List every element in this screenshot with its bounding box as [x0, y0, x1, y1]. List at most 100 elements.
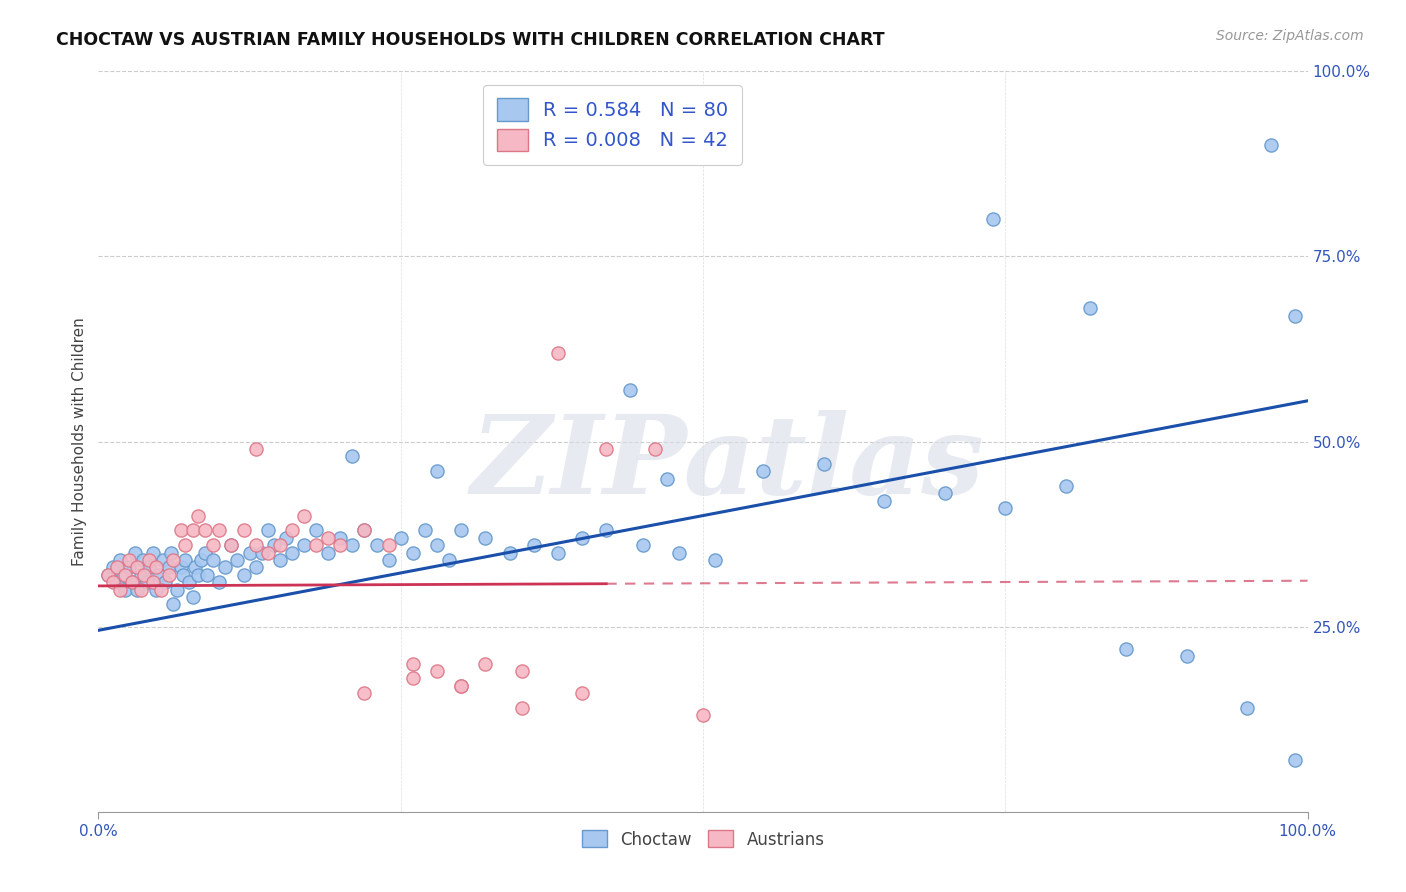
Point: [179, 575, 201, 590]
Point: [153, 575, 176, 590]
Point: [181, 524, 204, 538]
Point: [426, 538, 449, 552]
Point: [208, 524, 231, 538]
Point: [269, 553, 291, 567]
Point: [232, 524, 254, 538]
Point: [619, 383, 641, 397]
Point: [426, 464, 449, 478]
Point: [157, 567, 180, 582]
Point: [474, 531, 496, 545]
Point: [181, 590, 204, 604]
Point: [873, 493, 896, 508]
Point: [450, 524, 472, 538]
Point: [114, 567, 136, 582]
Point: [316, 531, 339, 545]
Point: [162, 553, 184, 567]
Point: [1078, 301, 1101, 316]
Point: [134, 567, 156, 582]
Point: [256, 524, 278, 538]
Point: [813, 457, 835, 471]
Point: [221, 538, 243, 552]
Point: [292, 508, 315, 523]
Point: [157, 560, 180, 574]
Point: [547, 345, 569, 359]
Point: [595, 524, 617, 538]
Point: [644, 442, 666, 456]
Point: [202, 553, 225, 567]
Point: [402, 657, 425, 671]
Point: [105, 575, 128, 590]
Point: [1284, 309, 1306, 323]
Point: [150, 582, 173, 597]
Point: [118, 560, 141, 574]
Point: [187, 508, 209, 523]
Point: [342, 450, 364, 464]
Point: [166, 582, 188, 597]
Point: [172, 567, 194, 582]
Point: [752, 464, 775, 478]
Point: [402, 546, 425, 560]
Point: [194, 546, 217, 560]
Point: [152, 553, 174, 567]
Point: [127, 560, 149, 574]
Point: [353, 686, 375, 700]
Point: [498, 546, 520, 560]
Point: [571, 531, 593, 545]
Point: [274, 531, 297, 545]
Point: [135, 575, 157, 590]
Point: [142, 546, 165, 560]
Point: [426, 664, 449, 678]
Point: [377, 553, 399, 567]
Point: [129, 567, 152, 582]
Point: [571, 686, 593, 700]
Point: [101, 560, 124, 574]
Point: [148, 567, 170, 582]
Point: [1284, 753, 1306, 767]
Point: [239, 546, 262, 560]
Point: [1236, 701, 1258, 715]
Point: [187, 567, 209, 582]
Point: [121, 575, 143, 590]
Point: [111, 567, 134, 582]
Point: [101, 575, 124, 590]
Point: [174, 538, 197, 552]
Point: [704, 553, 727, 567]
Point: [981, 212, 1004, 227]
Point: [245, 560, 267, 574]
Point: [437, 553, 460, 567]
Point: [138, 553, 160, 567]
Point: [329, 538, 352, 552]
Point: [389, 531, 412, 545]
Point: [127, 582, 149, 597]
Point: [190, 553, 212, 567]
Point: [162, 598, 184, 612]
Text: Source: ZipAtlas.com: Source: ZipAtlas.com: [1216, 29, 1364, 43]
Point: [121, 575, 143, 590]
Point: [994, 501, 1017, 516]
Y-axis label: Family Households with Children: Family Households with Children: [72, 318, 87, 566]
Point: [595, 442, 617, 456]
Point: [269, 538, 291, 552]
Point: [450, 679, 472, 693]
Point: [305, 538, 328, 552]
Point: [256, 546, 278, 560]
Point: [169, 560, 191, 574]
Point: [547, 546, 569, 560]
Text: CHOCTAW VS AUSTRIAN FAMILY HOUSEHOLDS WITH CHILDREN CORRELATION CHART: CHOCTAW VS AUSTRIAN FAMILY HOUSEHOLDS WI…: [56, 31, 884, 49]
Point: [329, 531, 352, 545]
Point: [221, 538, 243, 552]
Point: [413, 524, 436, 538]
Legend: Choctaw, Austrians: Choctaw, Austrians: [575, 823, 831, 855]
Point: [510, 664, 533, 678]
Point: [202, 538, 225, 552]
Point: [169, 524, 191, 538]
Point: [194, 524, 217, 538]
Point: [250, 546, 273, 560]
Point: [145, 560, 167, 574]
Point: [655, 471, 678, 485]
Point: [292, 538, 315, 552]
Point: [316, 546, 339, 560]
Point: [118, 553, 141, 567]
Point: [692, 708, 714, 723]
Point: [124, 546, 146, 560]
